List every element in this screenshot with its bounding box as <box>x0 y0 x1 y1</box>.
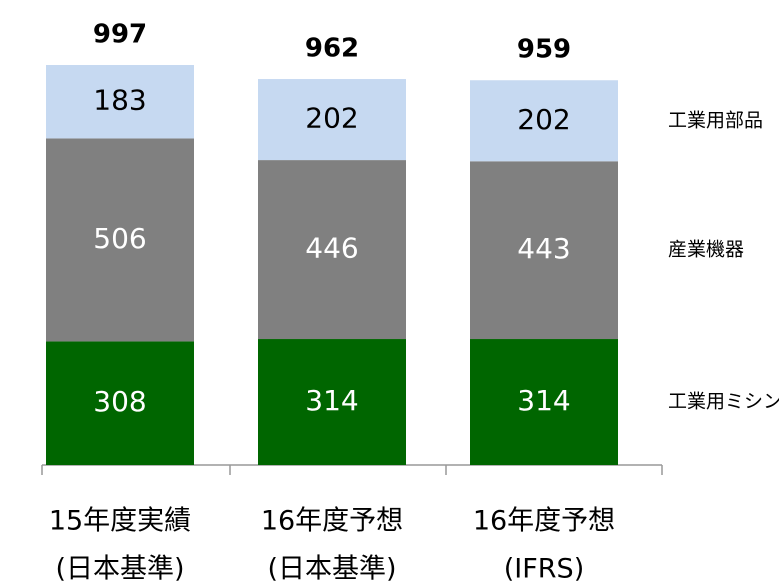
total-label: 962 <box>305 34 359 64</box>
total-label: 997 <box>93 20 147 50</box>
x-tick-label: 16年度予想 <box>473 506 615 537</box>
bar-segment <box>46 138 194 342</box>
value-label: 183 <box>93 84 146 117</box>
bar-segment <box>46 65 194 139</box>
bar-segment <box>470 339 618 465</box>
x-tick-label: (IFRS) <box>504 554 584 585</box>
value-label: 443 <box>517 232 570 265</box>
bar-segment <box>470 161 618 340</box>
x-tick-label: (日本基準) <box>55 554 184 585</box>
x-tick-label: 15年度実績 <box>49 506 191 537</box>
value-label: 446 <box>305 232 358 265</box>
legend-label: 工業用部品 <box>668 109 763 131</box>
legend-label: 産業機器 <box>668 239 744 261</box>
value-label: 314 <box>305 384 358 417</box>
x-tick-label: (日本基準) <box>267 554 396 585</box>
value-label: 314 <box>517 384 570 417</box>
bar-segment <box>258 79 406 161</box>
legend-label: 工業用ミシン <box>668 391 779 413</box>
bar-segment <box>258 160 406 340</box>
x-tick-label: 16年度予想 <box>261 506 403 537</box>
value-label: 308 <box>93 385 146 418</box>
bar-segment <box>46 341 194 465</box>
total-label: 959 <box>517 35 571 65</box>
bar-segment <box>258 339 406 465</box>
value-label: 202 <box>517 103 570 136</box>
value-label: 506 <box>93 222 146 255</box>
value-label: 202 <box>305 102 358 135</box>
bar-segment <box>470 80 618 162</box>
